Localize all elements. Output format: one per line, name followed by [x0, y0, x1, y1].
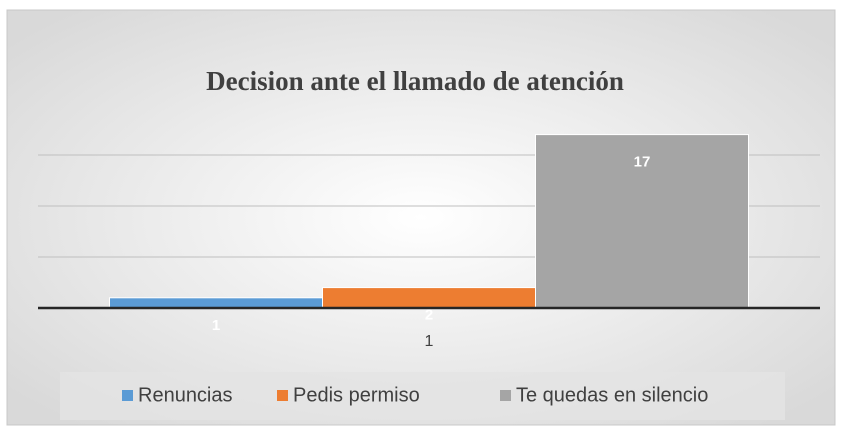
legend-label: Pedis permiso	[293, 384, 420, 406]
x-tick-label: 1	[425, 333, 434, 350]
data-label: 1	[212, 317, 220, 334]
chart-title: Decision ante el llamado de atención	[206, 66, 624, 96]
bar	[535, 134, 749, 309]
data-label: 2	[425, 307, 433, 324]
legend-box	[60, 372, 785, 420]
legend-swatch	[500, 390, 511, 401]
legend-label: Te quedas en silencio	[516, 384, 708, 406]
legend-label: Renuncias	[138, 384, 233, 406]
bar	[109, 297, 323, 309]
legend-swatch	[122, 390, 133, 401]
bar	[322, 287, 536, 309]
data-label: 17	[634, 154, 651, 171]
legend-swatch	[277, 390, 288, 401]
